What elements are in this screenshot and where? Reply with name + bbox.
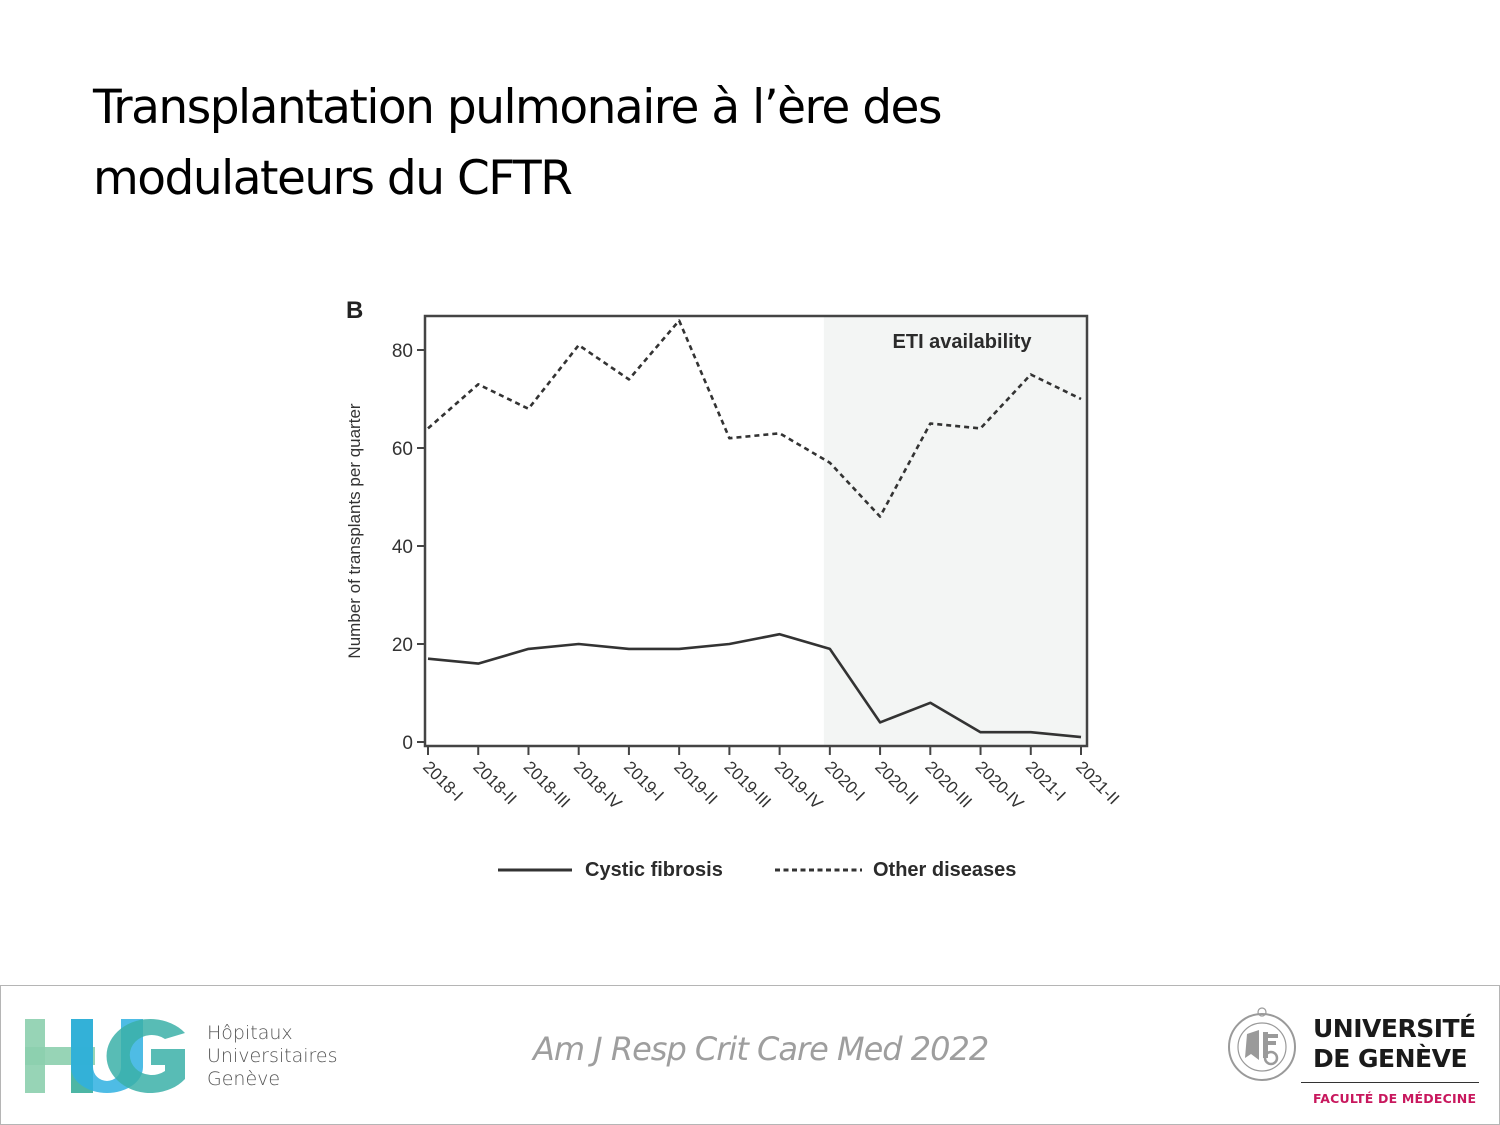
hug-name: Hôpitaux Universitaires Genève xyxy=(207,1022,338,1091)
y-tick-label: 20 xyxy=(392,635,413,656)
unige-seal-icon xyxy=(1228,1007,1296,1081)
plot-frame xyxy=(423,314,1089,748)
x-tick-label: 2020-I xyxy=(821,757,869,805)
x-tick-label: 2019-II xyxy=(670,757,721,808)
citation: Am J Resp Crit Care Med 2022 xyxy=(533,1030,989,1068)
eti-shaded-region xyxy=(823,316,1087,746)
x-tick-label: 2020-III xyxy=(921,757,975,811)
y-tick-label: 80 xyxy=(392,341,413,362)
x-tick-label: 2018-I xyxy=(419,757,467,805)
x-tick-label: 2018-IV xyxy=(570,757,626,813)
legend-cystic-fibrosis: Cystic fibrosis xyxy=(585,859,723,881)
slide-title-line-2: modulateurs du CFTR xyxy=(93,151,573,206)
legend-other-diseases: Other diseases xyxy=(873,859,1016,881)
x-tick-label: 2019-I xyxy=(620,757,668,805)
y-tick-label: 0 xyxy=(402,733,413,754)
x-tick-label: 2021-I xyxy=(1022,757,1070,805)
y-tick-label: 60 xyxy=(392,439,413,460)
hug-name-line-1: Hôpitaux xyxy=(207,1022,293,1044)
unige-faculty: FACULTÉ DE MÉDECINE xyxy=(1313,1091,1477,1106)
other-diseases-line xyxy=(427,319,1082,518)
unige-name: UNIVERSITÉ DE GENÈVE xyxy=(1313,1014,1476,1074)
x-tick-label: 2020-IV xyxy=(972,757,1028,813)
eti-availability-label: ETI availability xyxy=(893,331,1033,353)
footer-bar: Hôpitaux Universitaires Genève Am J Resp… xyxy=(0,985,1500,1125)
x-tick-label: 2018-II xyxy=(469,757,520,808)
slide-title-line-1: Transplantation pulmonaire à l’ère des xyxy=(93,80,942,135)
unige-divider xyxy=(1301,1082,1479,1083)
hug-name-line-3: Genève xyxy=(207,1068,281,1090)
slide-title: Transplantation pulmonaire à l’ère des m… xyxy=(93,72,1093,214)
line-chart: ETI availability B 0 20 40 60 80 Number of tran… xyxy=(330,290,1130,900)
hug-name-line-2: Universitaires xyxy=(207,1045,338,1067)
unige-name-line-2: DE GENÈVE xyxy=(1313,1044,1468,1073)
cystic-fibrosis-line xyxy=(427,632,1082,739)
chart-canvas: ETI availability B 0 20 40 60 80 Number of tran… xyxy=(345,297,1123,881)
x-tick-label: 2019-IV xyxy=(771,757,827,813)
x-tick-label: 2020-II xyxy=(871,757,922,808)
hug-logo-icon xyxy=(25,1019,185,1093)
panel-label: B xyxy=(346,297,363,324)
x-tick-label: 2018-III xyxy=(520,757,574,811)
unige-name-line-1: UNIVERSITÉ xyxy=(1313,1014,1476,1043)
x-tick-label: 2019-III xyxy=(721,757,775,811)
y-axis-label: Number of transplants per quarter xyxy=(345,403,364,658)
x-tick-label: 2021-II xyxy=(1072,757,1123,808)
y-tick-label: 40 xyxy=(392,537,413,558)
